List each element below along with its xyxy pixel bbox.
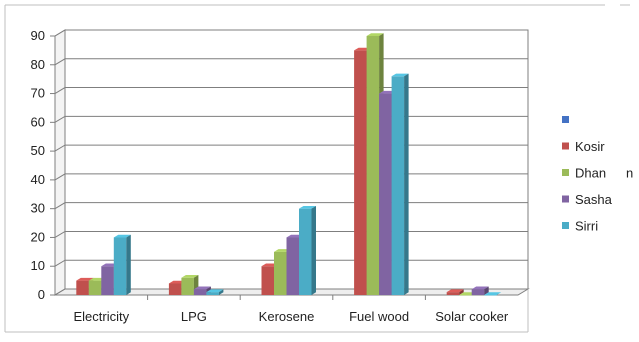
legend-label: Dhan — [575, 166, 606, 181]
bar-top — [446, 289, 464, 293]
gridline — [54, 202, 528, 210]
bar-side — [218, 289, 224, 295]
bar-top — [391, 73, 409, 77]
legend-label: Sasha — [575, 192, 613, 207]
bar-front — [379, 93, 392, 295]
legend-swatch — [562, 116, 569, 123]
bar-top — [206, 289, 224, 293]
bar-front — [193, 289, 207, 295]
bar-front — [391, 76, 405, 296]
gridline — [54, 29, 528, 37]
bar-top — [299, 205, 316, 209]
bar-front — [101, 266, 114, 295]
legend-swatch — [562, 222, 569, 229]
bar-side — [404, 73, 409, 295]
x-axis-ticks: Electricity LPG Kerosene Fuel wood Solar coo… — [73, 309, 508, 324]
bar-front — [206, 292, 219, 295]
bar-front — [484, 295, 497, 296]
legend-swatch — [562, 195, 569, 203]
x-tick-label: Solar cooker — [435, 309, 509, 324]
y-tick-label: 30 — [31, 201, 45, 216]
bar-front — [299, 208, 312, 295]
gridline — [54, 173, 528, 181]
legend: Kosir Dhan Sasha Sirri n — [562, 116, 633, 234]
bar-front — [181, 277, 194, 295]
bar-top — [366, 33, 384, 36]
bar-side — [126, 234, 131, 295]
y-tick-label: 50 — [31, 143, 45, 158]
bar-top — [484, 292, 502, 295]
bar-top — [113, 234, 131, 238]
y-tick-label: 70 — [31, 86, 45, 101]
bar-top — [181, 275, 199, 278]
gridline — [54, 87, 528, 94]
y-tick-label: 10 — [31, 258, 45, 273]
x-tick-label: Electricity — [73, 309, 129, 324]
y-tick-label: 90 — [31, 28, 45, 43]
bar-front — [168, 283, 182, 295]
legend-stray-text: n — [626, 166, 633, 181]
legend-swatch — [562, 169, 569, 176]
legend-label: Sirri — [575, 219, 598, 234]
bar-front — [113, 237, 127, 295]
bar-front — [366, 36, 380, 295]
y-tick-label: 60 — [31, 114, 45, 129]
bar — [446, 289, 464, 295]
y-axis-ticks: 0 10 20 30 40 50 60 70 80 90 — [31, 28, 45, 302]
bar-side — [459, 289, 464, 295]
bar-side — [311, 205, 316, 295]
legend-label: Kosir — [575, 139, 605, 154]
bar-front — [261, 266, 274, 295]
bar-front — [446, 292, 460, 295]
bar-front — [354, 50, 367, 296]
y-tick-label: 40 — [31, 172, 45, 187]
bar — [484, 292, 502, 296]
bar-front — [274, 251, 287, 295]
bar — [113, 234, 131, 295]
bar — [206, 289, 224, 295]
bar — [391, 73, 409, 296]
bar-group — [76, 33, 502, 296]
y-tick-label: 80 — [31, 57, 45, 72]
y-tick-label: 20 — [31, 229, 45, 244]
bar-front — [286, 237, 299, 295]
bar-side — [484, 286, 489, 295]
bar-front — [76, 280, 89, 295]
bar — [299, 205, 316, 295]
gridline — [54, 144, 528, 152]
bar-front — [88, 280, 102, 295]
bar-top — [76, 277, 94, 281]
bar — [471, 286, 489, 295]
bar-top — [193, 286, 211, 290]
gridline — [54, 58, 528, 66]
gridline — [54, 115, 528, 123]
legend-swatch — [562, 142, 569, 150]
y-tick-label: 0 — [38, 287, 45, 302]
x-tick-label: LPG — [181, 309, 207, 324]
x-tick-label: Fuel wood — [349, 309, 409, 324]
bar-front — [471, 289, 485, 295]
bar-top — [471, 286, 489, 290]
bar-front — [459, 295, 472, 296]
side-wall — [54, 29, 66, 296]
x-tick-label: Kerosene — [259, 309, 315, 324]
